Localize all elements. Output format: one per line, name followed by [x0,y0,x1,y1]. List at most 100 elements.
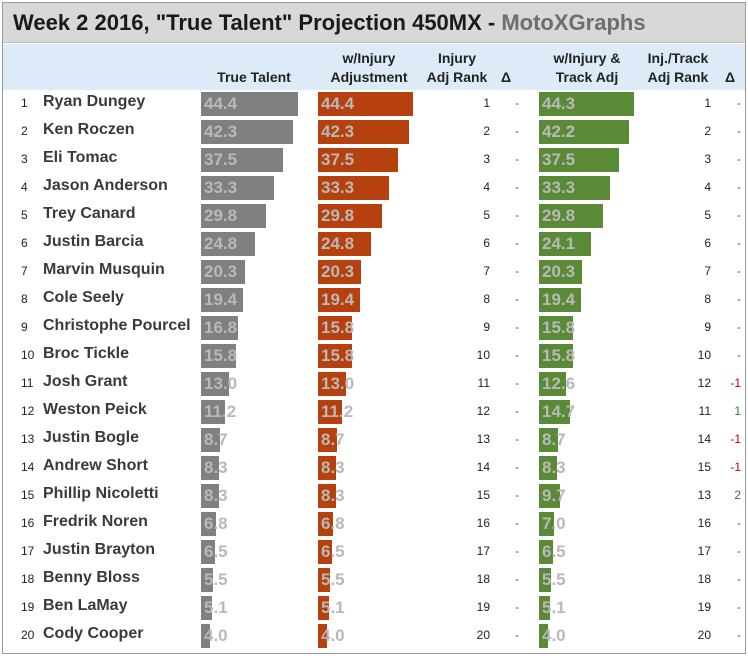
true-talent-value-label: 37.5 [204,150,238,169]
track-adj-bar [539,624,548,648]
track-adj-rank: 19 [697,600,711,614]
track-adj-rank: 5 [704,208,711,222]
rider-name: Christophe Pourcel [43,317,191,334]
track-delta: - [737,516,741,530]
track-adj-value-label: 42.2 [542,122,576,141]
true-talent-bar [201,344,236,368]
rider-name: Justin Brayton [43,541,156,558]
true-talent-value-label: 8.7 [204,430,228,449]
rider-name: Ken Roczen [43,121,135,138]
row-number: 1 [21,96,28,110]
true-talent-bar [201,484,219,508]
injury-adj-value-label: 15.8 [321,346,355,365]
row-number: 13 [21,432,35,446]
injury-adj-bar [318,316,352,340]
injury-adj-bar [318,568,330,592]
true-talent-value-label: 24.8 [204,234,238,253]
injury-adj-rank: 12 [476,404,490,418]
injury-adj-bar [318,484,336,508]
injury-delta: - [515,516,519,530]
header-injury-adj-line2: Adjustment [330,69,408,85]
injury-adj-rank: 13 [476,432,490,446]
rider-name: Phillip Nicoletti [43,485,159,502]
injury-adj-value-label: 20.3 [321,262,355,281]
injury-adj-bar [318,92,413,116]
track-adj-value-label: 5.1 [542,598,566,617]
injury-adj-rank: 5 [483,208,490,222]
injury-adj-bar [318,456,336,480]
track-adj-bar [539,540,553,564]
row-number: 20 [21,628,35,642]
row-number: 7 [21,264,28,278]
track-adj-bar [539,484,560,508]
header-injury-adj-line1: w/Injury [342,50,396,66]
row-number: 5 [21,208,28,222]
injury-adj-value-label: 42.3 [321,122,355,141]
rider-name: Weston Peick [43,401,147,418]
title-bar: Week 2 2016, "True Talent" Projection 45… [3,3,745,43]
track-adj-value-label: 6.5 [542,542,566,561]
track-adj-rank: 8 [704,292,711,306]
row-number: 4 [21,180,28,194]
track-adj-rank: 9 [704,320,711,334]
track-delta: - [737,96,741,110]
injury-adj-bar [318,204,382,228]
true-talent-value-label: 15.8 [204,346,238,365]
track-adj-value-label: 8.3 [542,458,566,477]
rider-name: Cole Seely [43,289,124,306]
rider-name: Ryan Dungey [43,93,146,110]
true-talent-value-label: 8.3 [204,486,228,505]
rider-name: Justin Barcia [43,233,144,250]
chart-title: Week 2 2016, "True Talent" Projection 45… [13,10,646,36]
track-delta: 2 [734,488,741,502]
true-talent-bar [201,316,238,340]
track-delta: - [737,180,741,194]
track-delta: - [737,152,741,166]
injury-adj-rank: 2 [483,124,490,138]
track-adj-rank: 18 [697,572,711,586]
injury-delta: - [515,236,519,250]
track-adj-rank: 17 [697,544,711,558]
track-delta: - [737,208,741,222]
track-delta: - [737,572,741,586]
true-talent-value-label: 16.8 [204,318,238,337]
track-delta: -1 [730,460,741,474]
true-talent-value-label: 19.4 [204,290,238,309]
injury-adj-value-label: 4.0 [321,626,345,645]
injury-delta: - [515,124,519,138]
injury-adj-rank: 6 [483,236,490,250]
injury-adj-bar [318,624,327,648]
injury-adj-value-label: 44.4 [321,94,355,113]
injury-delta: - [515,404,519,418]
track-delta: - [737,320,741,334]
injury-delta: - [515,348,519,362]
row-number: 12 [21,404,35,418]
track-adj-bar [539,400,570,424]
column-header-band: True Talent w/Injury Adjustment Injury A… [3,44,745,90]
header-track-adj-line1: w/Injury & [553,50,621,66]
title-brand: MotoXGraphs [501,10,646,35]
track-adj-rank: 11 [698,404,711,418]
title-main: Week 2 2016, "True Talent" Projection 45… [13,10,502,35]
injury-adj-value-label: 5.5 [321,570,345,589]
injury-adj-rank: 20 [476,628,490,642]
track-adj-rank: 20 [697,628,711,642]
true-talent-value-label: 13.0 [204,374,238,393]
row-number: 16 [21,516,35,530]
track-adj-value-label: 24.1 [542,234,576,253]
track-adj-value-label: 20.3 [542,262,576,281]
injury-adj-bar [318,512,333,536]
true-talent-bar [201,204,266,228]
true-talent-value-label: 6.5 [204,542,228,561]
row-number: 9 [21,320,28,334]
track-adj-rank: 6 [704,236,711,250]
track-adj-value-label: 15.8 [542,318,576,337]
injury-adj-bar [318,400,342,424]
injury-adj-bar [318,260,361,284]
injury-adj-value-label: 11.2 [321,402,354,421]
track-adj-bar [539,316,573,340]
injury-adj-value-label: 15.8 [321,318,355,337]
true-talent-value-label: 5.1 [204,598,228,617]
track-adj-bar [539,260,582,284]
injury-delta: - [515,264,519,278]
